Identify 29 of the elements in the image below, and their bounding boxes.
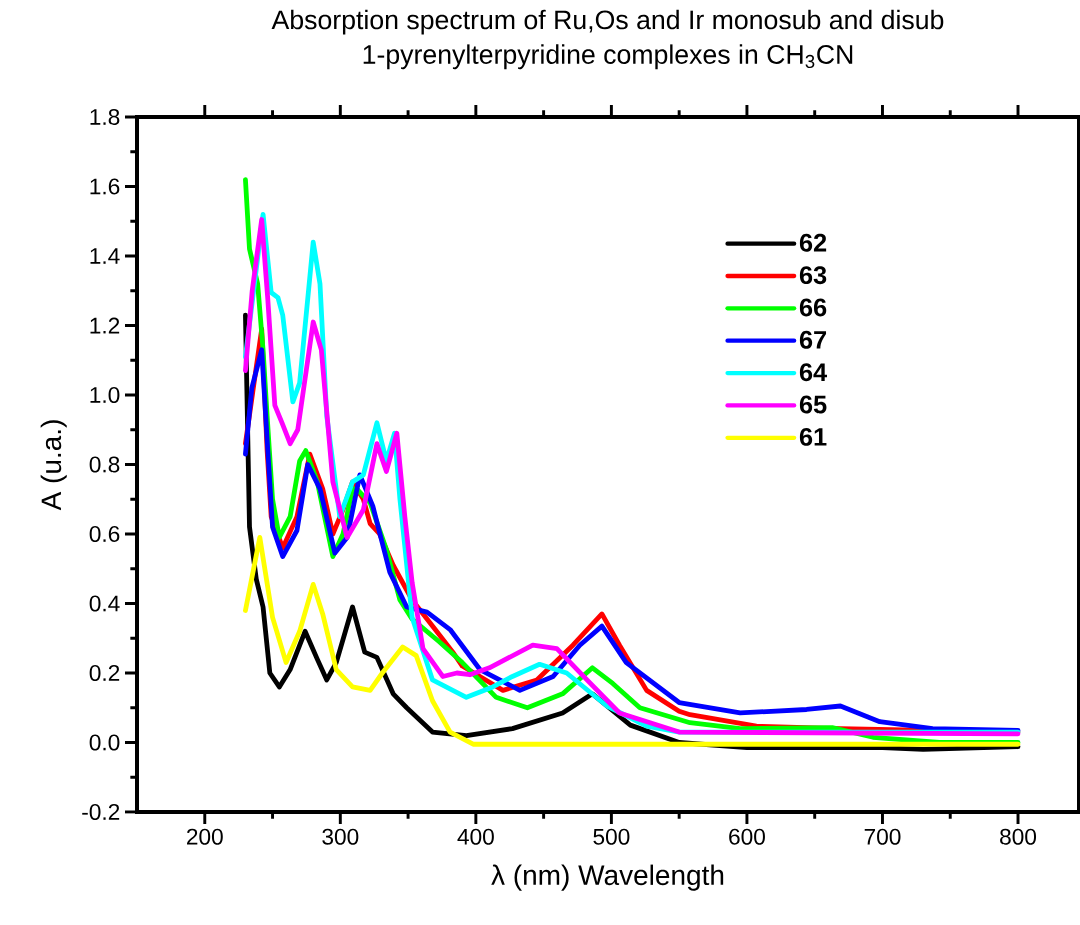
x-tick-label: 500 xyxy=(593,828,630,845)
legend-label: 67 xyxy=(799,330,827,349)
y-tick-label: 0.2 xyxy=(89,664,120,682)
x-tick-label: 200 xyxy=(187,828,223,845)
y-tick-label: 0.4 xyxy=(89,595,120,612)
y-tick-label: 1.4 xyxy=(90,248,120,264)
y-tick-label: 0.0 xyxy=(89,734,120,751)
y-tick-label: 0.8 xyxy=(89,456,120,473)
legend-label: 61 xyxy=(799,427,827,446)
y-tick-label: 1.2 xyxy=(90,317,120,334)
y-axis-title: A (u.a.) xyxy=(40,420,67,511)
y-tick-label: -0.2 xyxy=(82,803,120,821)
legend-label: 65 xyxy=(799,395,827,414)
chart-subtitle: 1-pyrenylterpyridine complexes in CH$_{3}$CN xyxy=(363,44,853,70)
legend-label: 64 xyxy=(799,363,828,382)
x-tick-label: 700 xyxy=(864,828,901,845)
legend-label: 62 xyxy=(799,233,827,252)
chart-title: Absorption spectrum of Ru,Os and Ir monosub and disub xyxy=(271,9,944,35)
x-tick-label: 300 xyxy=(322,828,359,845)
y-tick-label: 0.6 xyxy=(89,525,120,543)
x-tick-label: 600 xyxy=(729,828,765,845)
y-tick-label: 1.8 xyxy=(90,108,120,126)
legend-label: 66 xyxy=(799,298,827,317)
legend-label: 63 xyxy=(799,266,827,285)
y-tick-label: 1.0 xyxy=(90,386,120,404)
x-axis-title: λ (nm) Wavelength xyxy=(491,864,724,891)
x-tick-label: 800 xyxy=(1000,828,1037,845)
x-tick-label: 400 xyxy=(457,828,494,845)
y-tick-label: 1.6 xyxy=(90,178,120,195)
